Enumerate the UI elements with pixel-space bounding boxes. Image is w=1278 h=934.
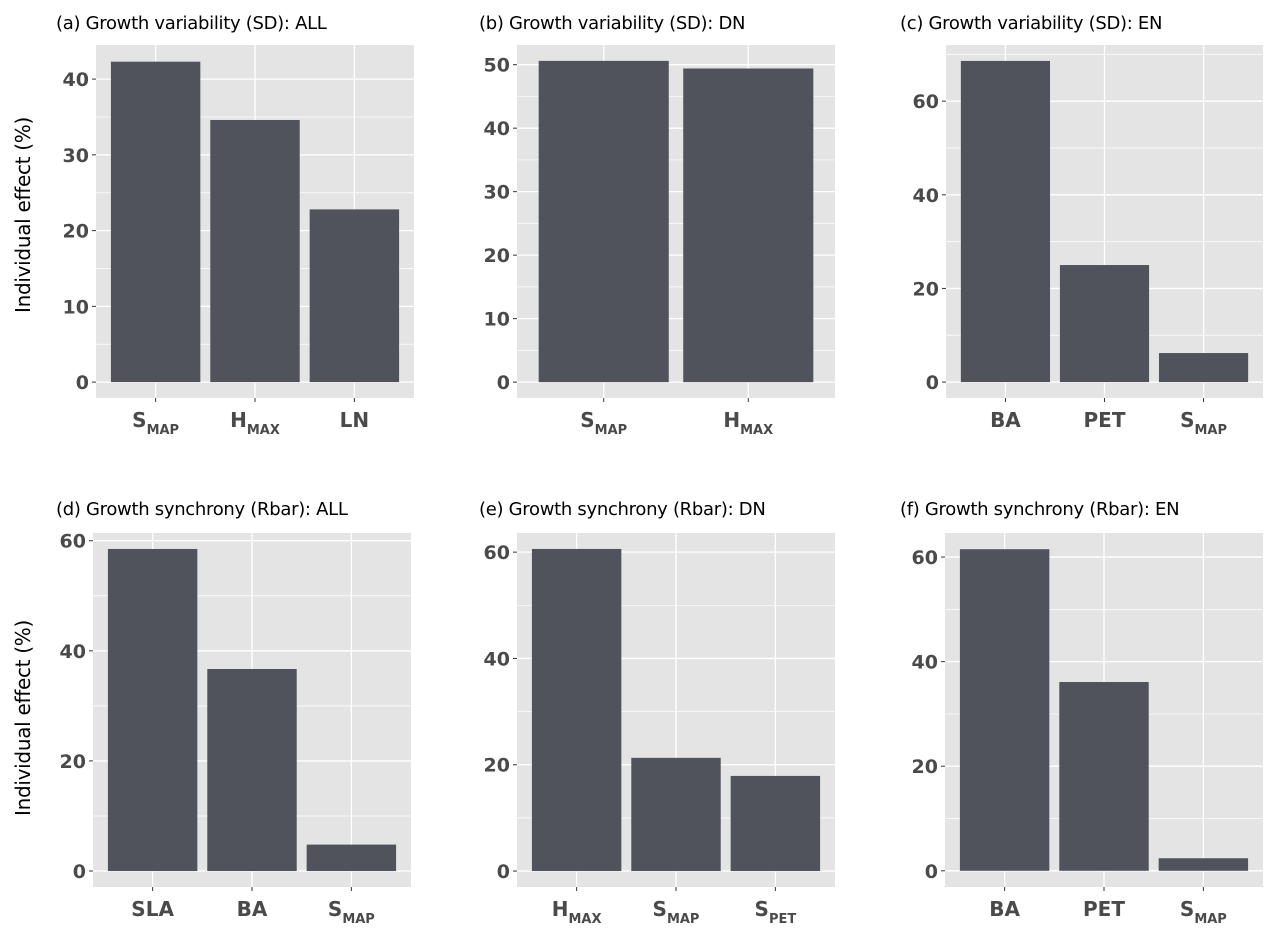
- y-tick-label: 40: [484, 118, 510, 140]
- panel-title: (d) Growth synchrony (Rbar): ALL: [56, 499, 348, 520]
- y-tick-label: 60: [912, 547, 938, 569]
- panel-6: 0 20 40 60 BA PET SMAP (f) Growth synchrony (Rb…: [900, 499, 1263, 927]
- x-tick-label: PET: [1084, 408, 1126, 432]
- x-tick-label: SMAP: [132, 408, 179, 438]
- bar: [207, 668, 297, 872]
- x-tick-label: PET: [1083, 897, 1125, 921]
- y-tick-label: 0: [76, 372, 89, 394]
- y-tick-label: 30: [484, 182, 510, 204]
- bar: [683, 68, 814, 383]
- x-tick-label: SMAP: [1180, 408, 1227, 438]
- bar: [1059, 682, 1149, 871]
- panel-title: (f) Growth synchrony (Rbar): EN: [900, 499, 1179, 520]
- panel-title: (a) Growth variability (SD): ALL: [56, 13, 327, 34]
- bar: [210, 119, 300, 383]
- y-tick-label: 60: [60, 531, 86, 553]
- y-tick-label: 40: [60, 641, 86, 663]
- y-tick-label: 10: [63, 296, 89, 318]
- bar: [309, 209, 400, 383]
- y-tick-label: 0: [73, 861, 86, 883]
- y-tick-label: 20: [484, 245, 510, 267]
- y-tick-label: 20: [912, 756, 938, 778]
- y-tick-label: 40: [912, 652, 938, 674]
- y-tick-label: 20: [484, 755, 510, 777]
- x-tick-label: SMAP: [328, 897, 375, 927]
- y-tick-label: 50: [484, 55, 510, 77]
- y-tick-label: 40: [63, 69, 89, 91]
- x-tick-label: SMAP: [580, 408, 627, 438]
- y-tick-label: 0: [925, 861, 938, 883]
- panel-2: 0 10 20 30 40 50 SMAP HMAX (b) Growth variabilit…: [479, 13, 835, 438]
- y-tick-label: 30: [63, 145, 89, 167]
- x-tick-label: HMAX: [723, 408, 773, 438]
- y-tick-label: 10: [484, 309, 510, 331]
- y-tick-label: 40: [913, 185, 939, 207]
- x-tick-label: SMAP: [653, 897, 700, 927]
- panel-title: (e) Growth synchrony (Rbar): DN: [479, 499, 765, 520]
- x-tick-label: BA: [989, 897, 1020, 921]
- panel-4: 0 20 40 60 SLA BA SMAP (d) Growth synchrony (Rb…: [56, 499, 411, 927]
- y-tick-label: 20: [63, 221, 89, 243]
- x-tick-label: SMAP: [1180, 897, 1227, 927]
- bar: [960, 60, 1051, 383]
- x-tick-label: BA: [237, 897, 268, 921]
- y-tick-label: 0: [497, 372, 510, 394]
- x-tick-label: SLA: [131, 897, 174, 921]
- y-tick-label: 20: [913, 278, 939, 300]
- y-axis-label-top: Individual effect (%): [11, 117, 35, 313]
- x-tick-label: BA: [990, 408, 1021, 432]
- x-tick-label: LN: [340, 408, 369, 432]
- y-tick-label: 0: [926, 372, 939, 394]
- bar: [1158, 858, 1249, 871]
- y-axis-label-bottom: Individual effect (%): [11, 620, 35, 816]
- x-tick-label: HMAX: [230, 408, 280, 438]
- panel-title: (c) Growth variability (SD): EN: [900, 13, 1162, 34]
- y-tick-label: 40: [484, 648, 510, 670]
- bar: [538, 60, 669, 383]
- y-tick-label: 60: [484, 542, 510, 564]
- panel-1: 0 10 20 30 40 SMAP HMAX LN (a) Growth variabilit…: [56, 13, 414, 438]
- x-tick-label: SPET: [755, 897, 797, 927]
- x-tick-label: HMAX: [552, 897, 602, 927]
- panel-title: (b) Growth variability (SD): DN: [479, 13, 745, 34]
- panel-5: 0 20 40 60 HMAX SMAP SPET (e) Growth synchrony …: [479, 499, 835, 927]
- y-tick-label: 20: [60, 751, 86, 773]
- y-tick-label: 0: [497, 861, 510, 883]
- bar: [110, 61, 201, 383]
- bar: [531, 548, 622, 872]
- bar: [1158, 353, 1249, 383]
- bar: [959, 549, 1050, 871]
- bar: [631, 757, 721, 872]
- panel-3: 0 20 40 60 BA PET SMAP (c) Growth variability (…: [900, 13, 1263, 438]
- y-tick-label: 60: [913, 91, 939, 113]
- bar: [306, 844, 397, 872]
- bar: [107, 548, 198, 872]
- bar: [1059, 265, 1150, 383]
- bar: [730, 775, 821, 872]
